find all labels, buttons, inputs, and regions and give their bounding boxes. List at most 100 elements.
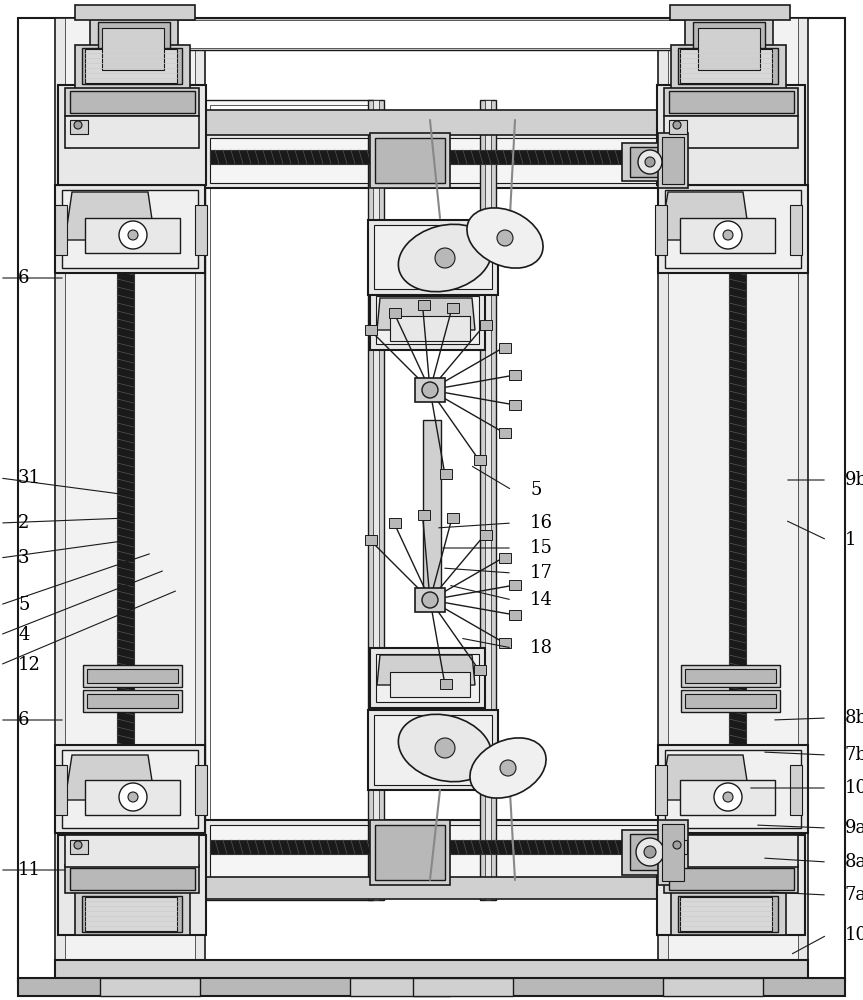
Bar — [693, 22, 765, 80]
Bar — [685, 669, 776, 683]
Bar — [657, 835, 805, 935]
Bar — [681, 690, 780, 712]
Circle shape — [422, 592, 438, 608]
Text: 2: 2 — [18, 514, 29, 532]
Bar — [671, 45, 786, 90]
Bar — [18, 978, 845, 996]
Bar — [102, 28, 164, 70]
Bar — [365, 325, 377, 335]
Bar — [499, 552, 511, 562]
Bar — [389, 308, 401, 318]
Bar — [55, 960, 808, 988]
Circle shape — [435, 738, 455, 758]
Bar — [85, 49, 177, 83]
Bar — [205, 110, 677, 135]
Bar — [790, 205, 802, 255]
Bar — [440, 679, 451, 689]
Bar — [205, 133, 677, 188]
Bar — [680, 49, 772, 83]
Bar — [447, 513, 459, 523]
Bar — [669, 840, 687, 854]
Text: 10b: 10b — [845, 926, 863, 944]
Bar — [373, 100, 379, 900]
Bar — [508, 610, 520, 620]
Bar — [729, 50, 746, 830]
Bar — [669, 868, 794, 890]
Bar — [665, 190, 801, 268]
Text: 4: 4 — [18, 626, 29, 644]
Bar — [669, 91, 794, 113]
Bar — [622, 143, 667, 181]
Bar — [210, 825, 670, 880]
Bar — [664, 88, 798, 116]
Bar — [210, 105, 368, 895]
Bar — [658, 18, 808, 982]
Bar — [440, 469, 451, 479]
Bar — [55, 745, 205, 833]
Bar — [657, 85, 805, 185]
Bar — [480, 530, 492, 540]
Bar — [210, 840, 625, 854]
Circle shape — [723, 230, 733, 240]
Bar — [678, 896, 778, 932]
Bar — [62, 750, 198, 828]
Bar — [205, 100, 373, 900]
Bar — [681, 665, 780, 687]
Text: 8a: 8a — [845, 853, 863, 871]
Bar — [658, 745, 808, 833]
Text: 15: 15 — [530, 539, 553, 557]
Text: 7a: 7a — [845, 886, 863, 904]
Bar — [70, 868, 195, 890]
Bar — [499, 428, 511, 438]
Bar — [508, 400, 520, 410]
Bar — [447, 303, 459, 313]
Bar — [83, 690, 182, 712]
Bar — [55, 765, 67, 815]
Bar — [415, 378, 445, 402]
Text: 5: 5 — [530, 481, 541, 499]
Circle shape — [638, 150, 662, 174]
Bar — [670, 5, 790, 20]
Bar — [75, 890, 190, 935]
Bar — [82, 48, 182, 84]
Bar — [65, 18, 195, 982]
Circle shape — [636, 838, 664, 866]
Bar — [195, 765, 207, 815]
Bar — [658, 133, 688, 188]
Text: 10a: 10a — [845, 779, 863, 797]
Bar — [680, 218, 775, 253]
Circle shape — [673, 841, 681, 849]
Bar — [499, 638, 511, 648]
Polygon shape — [377, 655, 475, 685]
Text: 1: 1 — [845, 531, 856, 549]
Circle shape — [714, 221, 742, 249]
Text: 3: 3 — [18, 549, 29, 567]
Bar — [671, 890, 786, 935]
Bar — [423, 420, 441, 590]
Text: 17: 17 — [530, 564, 553, 582]
Circle shape — [497, 230, 513, 246]
Bar — [658, 185, 808, 273]
Bar — [100, 978, 200, 996]
Text: 9b: 9b — [845, 471, 863, 489]
Bar — [622, 830, 667, 875]
Polygon shape — [65, 192, 155, 240]
Bar — [195, 205, 207, 255]
Bar — [508, 370, 520, 380]
Circle shape — [673, 121, 681, 129]
Bar — [65, 865, 199, 893]
Bar — [83, 665, 182, 687]
Bar — [680, 897, 772, 931]
Bar — [678, 48, 778, 84]
Circle shape — [644, 846, 656, 858]
Bar — [658, 820, 688, 885]
Bar — [376, 654, 479, 702]
Bar — [210, 150, 625, 164]
Ellipse shape — [399, 224, 492, 292]
Text: 18: 18 — [530, 639, 553, 657]
Bar — [413, 978, 513, 996]
Bar — [58, 85, 206, 185]
Bar — [117, 50, 134, 830]
Circle shape — [741, 20, 769, 48]
Text: 12: 12 — [18, 656, 41, 674]
